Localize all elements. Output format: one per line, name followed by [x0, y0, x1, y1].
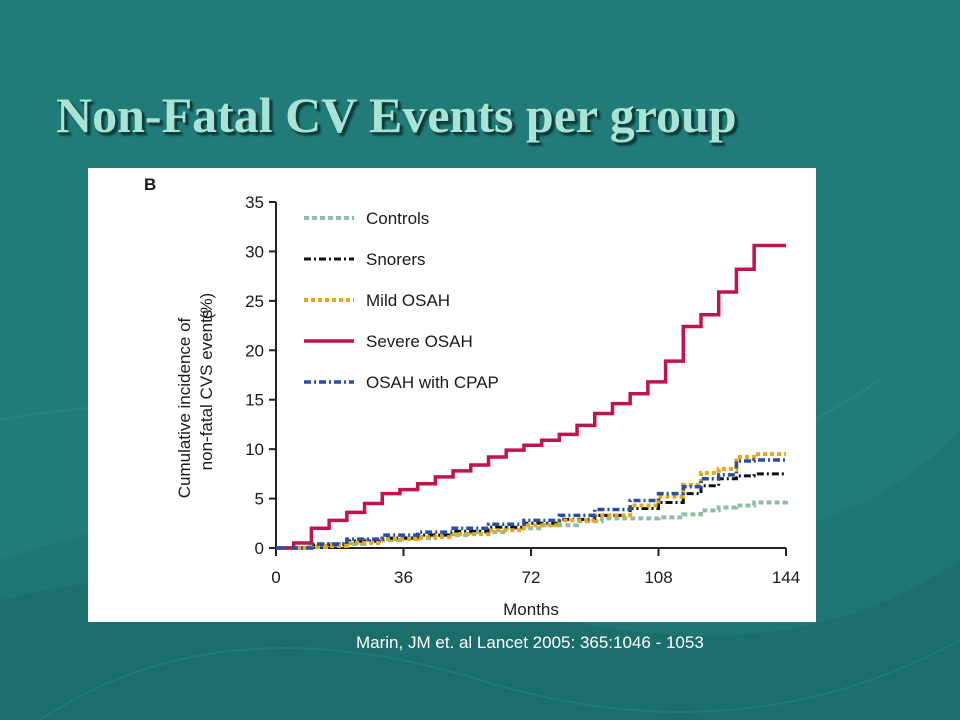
y-tick-label: 10	[245, 440, 264, 459]
y-axis-label-group: Cumulative incidence of non-fatal CVS ev…	[175, 293, 216, 498]
series-line-controls	[276, 500, 788, 550]
x-tick-label: 0	[271, 568, 280, 587]
legend-label: Severe OSAH	[366, 332, 473, 351]
legend-label: Mild OSAH	[366, 291, 450, 310]
slide-title: Non-Fatal CV Events per group	[56, 87, 737, 143]
series-line-severe-osah	[276, 243, 786, 550]
y-tick-label: 25	[245, 292, 264, 311]
y-tick-label: 15	[245, 391, 264, 410]
x-axis-label: Months	[503, 600, 559, 619]
legend-label: Snorers	[366, 250, 426, 269]
y-tick-label: 30	[245, 242, 264, 261]
y-axis-ticks: 0 5 10 15 20 25 30 35	[245, 193, 276, 558]
x-axis-ticks: 0 36 72 108 144	[271, 548, 800, 587]
legend: Controls Snorers Mild OSAH Severe OSAH OSAH …	[304, 209, 499, 392]
panel-label: B	[144, 175, 156, 194]
cumulative-incidence-chart: B 0 5 10 15 20 25 30 35 0 36 72 108 144 Controls Sno…	[144, 175, 800, 619]
series-line-mild-osah	[276, 452, 786, 550]
y-tick-label: 35	[245, 193, 264, 212]
y-axis-label-line2: non-fatal CVS events	[197, 310, 216, 471]
y-tick-label: 5	[255, 490, 264, 509]
y-axis-label-unit: (%)	[197, 293, 216, 319]
y-tick-label: 20	[245, 341, 264, 360]
x-tick-label: 144	[772, 568, 800, 587]
chart-panel: B 0 5 10 15 20 25 30 35 0 36 72 108 144 Controls Sno…	[88, 168, 816, 622]
x-tick-label: 72	[522, 568, 541, 587]
x-tick-label: 108	[644, 568, 672, 587]
y-axis-label-line1: Cumulative incidence of	[175, 317, 194, 498]
legend-label: Controls	[366, 209, 429, 228]
citation-text: Marin, JM et. al Lancet 2005: 365:1046 -…	[356, 633, 704, 652]
legend-label: OSAH with CPAP	[366, 373, 499, 392]
series-lines	[276, 243, 788, 550]
series-line-osah-with-cpap	[276, 458, 786, 550]
x-tick-label: 36	[394, 568, 413, 587]
y-tick-label: 0	[255, 539, 264, 558]
